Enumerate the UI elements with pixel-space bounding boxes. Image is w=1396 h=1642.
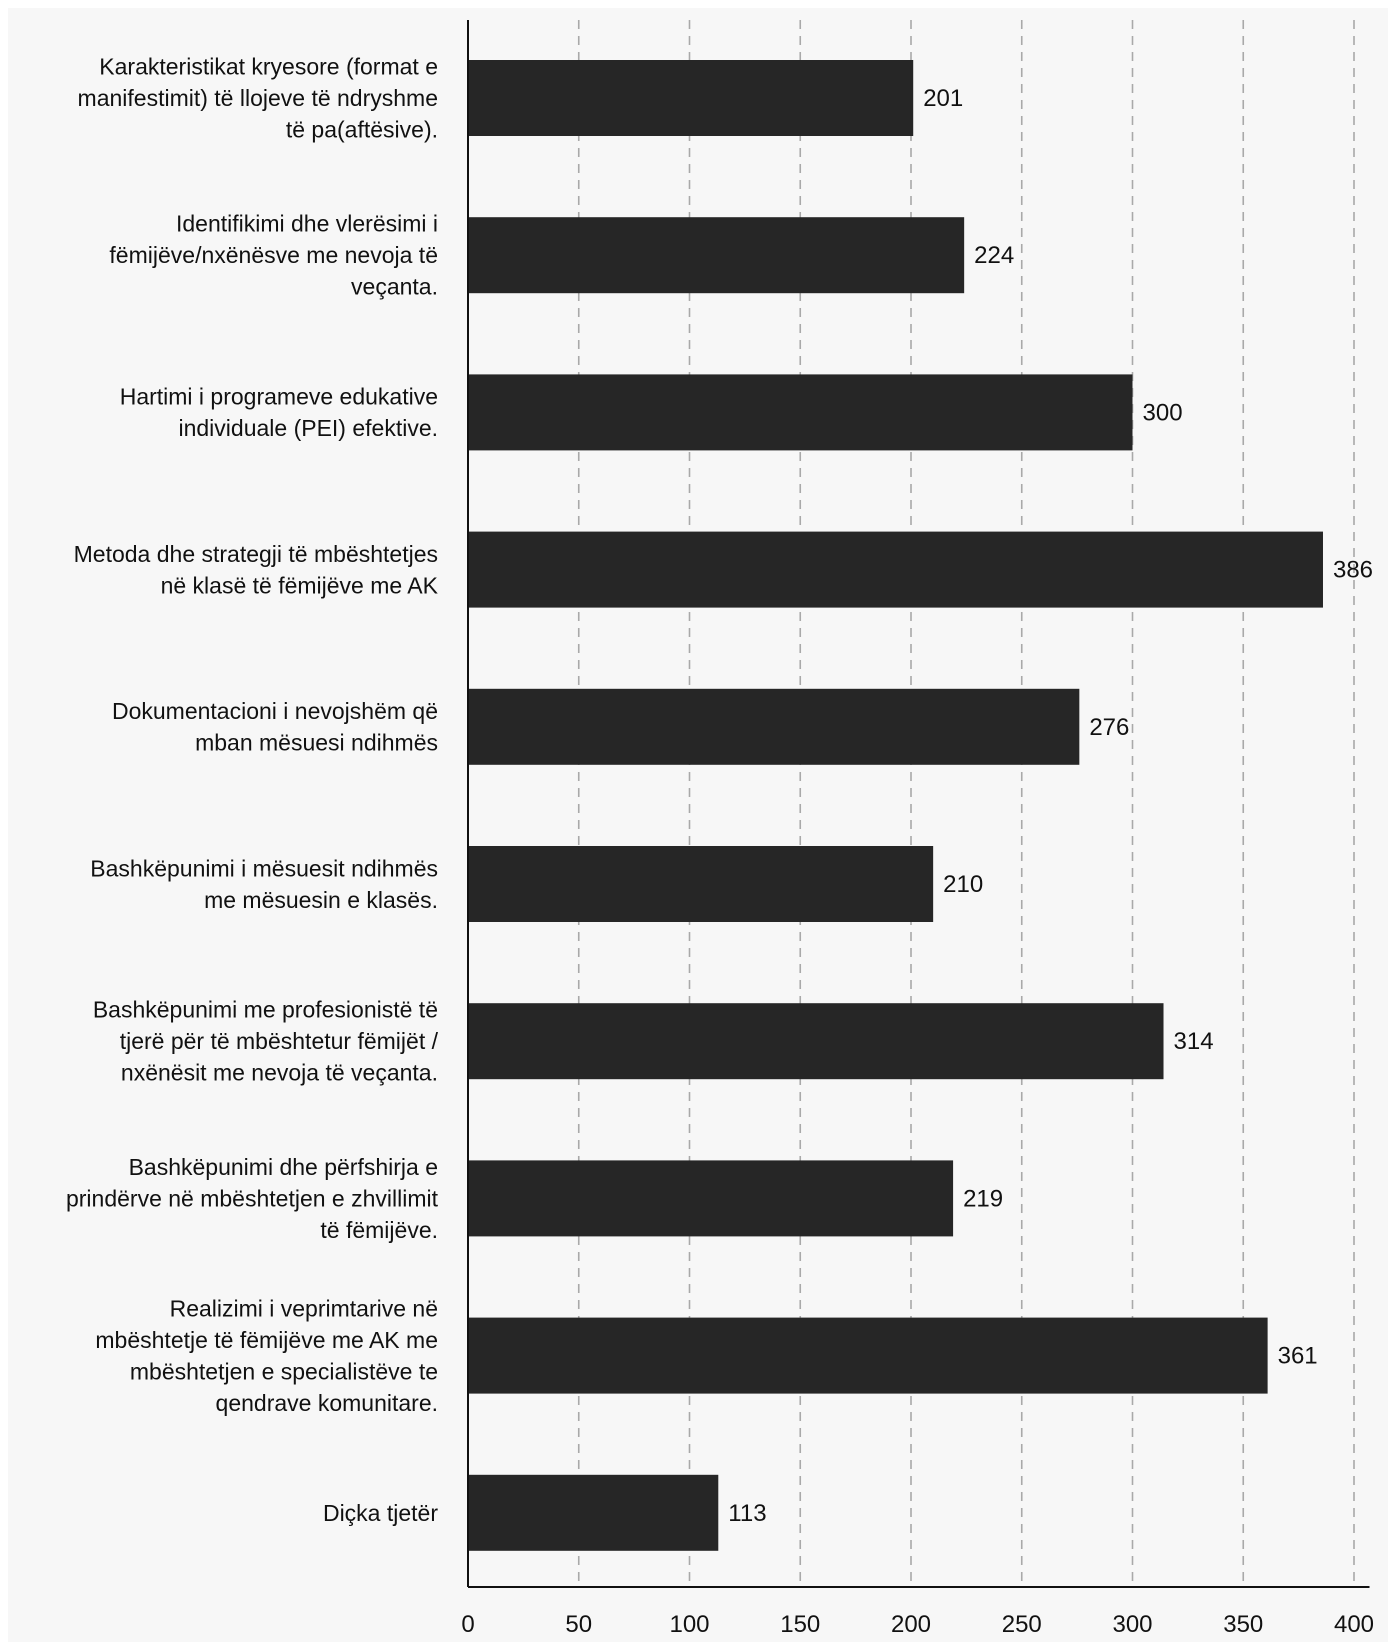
bar — [468, 217, 965, 294]
category-label-line: Bashkëpunimi dhe përfshirja e — [129, 1154, 438, 1180]
value-label: 201 — [923, 85, 963, 112]
category-label-line: nxënësit me nevoja të veçanta. — [121, 1060, 438, 1086]
category-label-line: tjerë për të mbështetur fëmijët / — [120, 1028, 439, 1054]
category-label-line: mbështetjen e specialistëve te — [130, 1358, 438, 1384]
x-tick-label: 100 — [669, 1611, 709, 1638]
category-label-line: individuale (PEI) efektive. — [178, 415, 438, 441]
bar — [468, 846, 934, 922]
category-label: Bashkëpunimi i mësuesit ndihmës me mësues… — [90, 855, 438, 913]
value-label: 113 — [728, 1500, 766, 1527]
category-label-line: me mësuesin e klasës. — [204, 887, 438, 913]
category-label-line: fëmijëve/nxënësve me nevoja të — [109, 242, 438, 268]
x-tick-label: 250 — [1002, 1611, 1042, 1638]
x-tick-label: 400 — [1334, 1611, 1374, 1638]
category-label: Identifikimi dhe vlerësimi i fëmijëve/nxë… — [109, 211, 438, 300]
value-label: 361 — [1278, 1343, 1318, 1370]
x-tick-label: 0 — [461, 1611, 474, 1638]
value-label: 300 — [1143, 399, 1183, 426]
value-label: 210 — [943, 871, 983, 898]
x-tick-label: 50 — [565, 1611, 592, 1638]
category-label-line: Metoda dhe strategji të mbështetjes — [74, 541, 438, 567]
bar — [468, 374, 1133, 451]
bar — [468, 1003, 1164, 1080]
x-tick-label: 350 — [1223, 1611, 1263, 1638]
category-label: Karakteristikat kryesore (format e manife… — [78, 54, 438, 143]
bar — [468, 688, 1080, 765]
category-label-line: prindërve në mbështetjen e zhvillimit — [66, 1185, 439, 1211]
bar — [468, 1160, 954, 1237]
category-label: Metoda dhe strategji të mbështetjes në kl… — [74, 541, 439, 599]
bar — [468, 1474, 719, 1551]
category-label-line: Diçka tjetër — [323, 1500, 438, 1526]
category-label-line: të pa(aftësive). — [286, 117, 438, 143]
bar — [468, 1317, 1268, 1394]
x-tick-label: 200 — [891, 1611, 931, 1638]
category-label-line: manifestimit) të llojeve të ndryshme — [78, 85, 438, 111]
category-label-line: Realizimi i veprimtarive në — [170, 1295, 438, 1321]
category-label-line: Dokumentacioni i nevojshëm që — [112, 698, 438, 724]
category-label-line: të fëmijëve. — [320, 1217, 438, 1243]
x-tick-label: 300 — [1112, 1611, 1152, 1638]
bar — [468, 60, 914, 136]
category-label-line: Bashkëpunimi i mësuesit ndihmës — [90, 855, 438, 881]
category-label-line: mbështetje të fëmijëve me AK me — [95, 1327, 438, 1353]
bar — [468, 531, 1323, 608]
x-tick-label: 150 — [780, 1611, 820, 1638]
category-label-line: Hartimi i programeve edukative — [120, 384, 438, 410]
category-label-line: Bashkëpunimi me profesionistë të — [93, 997, 438, 1023]
category-label: Hartimi i programeve edukative individual… — [120, 384, 438, 442]
category-label-line: veçanta. — [351, 274, 438, 300]
category-label: Realizimi i veprimtarive në mbështetje të… — [95, 1295, 438, 1416]
category-label-line: qendrave komunitare. — [216, 1390, 438, 1416]
value-label: 224 — [974, 242, 1014, 269]
category-label: Diçka tjetër — [323, 1500, 438, 1526]
value-label: 276 — [1089, 714, 1129, 741]
value-label: 219 — [963, 1185, 1003, 1212]
value-label: 386 — [1333, 557, 1373, 584]
category-label-line: Identifikimi dhe vlerësimi i — [176, 211, 438, 237]
category-label-line: mban mësuesi ndihmës — [195, 730, 438, 756]
category-label: Dokumentacioni i nevojshëm që mban mësues… — [112, 698, 438, 756]
category-label-line: Karakteristikat kryesore (format e — [99, 54, 438, 80]
category-label: Bashkëpunimi dhe përfshirja e prindërve n… — [66, 1154, 439, 1243]
category-label: Bashkëpunimi me profesionistë të tjerë pë… — [93, 997, 439, 1086]
category-label-line: në klasë të fëmijëve me AK — [161, 572, 439, 598]
value-label: 314 — [1174, 1028, 1214, 1055]
